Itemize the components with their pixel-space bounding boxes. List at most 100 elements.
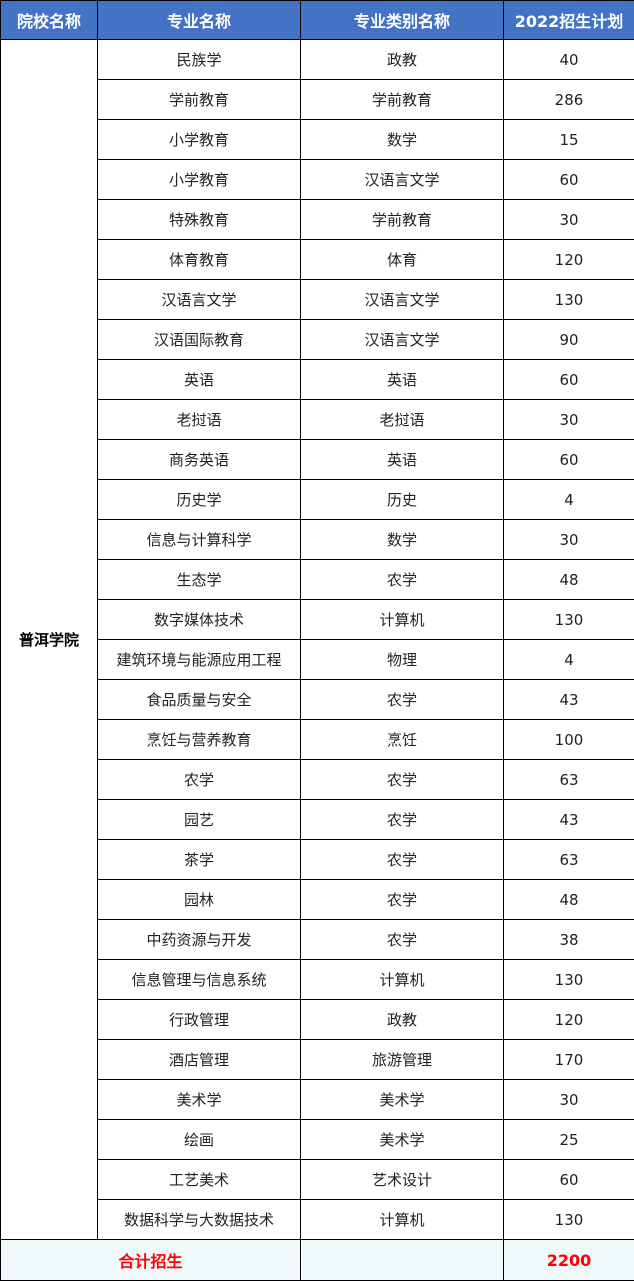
table-row: 建筑环境与能源应用工程 物理 4 — [1, 639, 634, 680]
plan-cell: 63 — [503, 759, 634, 800]
major-cell: 数据科学与大数据技术 — [97, 1199, 301, 1240]
major-cell: 中药资源与开发 — [97, 919, 301, 960]
plan-cell: 120 — [503, 239, 634, 280]
category-cell: 学前教育 — [300, 199, 504, 240]
table-row: 农学 农学 63 — [1, 759, 634, 800]
plan-cell: 60 — [503, 159, 634, 200]
category-cell: 历史 — [300, 479, 504, 520]
header-major: 专业名称 — [97, 0, 301, 40]
major-cell: 茶学 — [97, 839, 301, 880]
major-cell: 信息管理与信息系统 — [97, 959, 301, 1000]
major-cell: 小学教育 — [97, 119, 301, 160]
plan-cell: 48 — [503, 559, 634, 600]
major-cell: 体育教育 — [97, 239, 301, 280]
category-cell: 美术学 — [300, 1079, 504, 1120]
plan-cell: 100 — [503, 719, 634, 760]
table-row: 酒店管理 旅游管理 170 — [1, 1039, 634, 1080]
plan-cell: 170 — [503, 1039, 634, 1080]
table-row: 园林 农学 48 — [1, 879, 634, 920]
table-row: 烹饪与营养教育 烹饪 100 — [1, 719, 634, 760]
plan-cell: 30 — [503, 399, 634, 440]
plan-cell: 30 — [503, 199, 634, 240]
header-row: 院校名称 专业名称 专业类别名称 2022招生计划 — [0, 0, 634, 40]
category-cell: 老挝语 — [300, 399, 504, 440]
plan-cell: 40 — [503, 39, 634, 80]
total-empty — [300, 1239, 504, 1281]
plan-cell: 286 — [503, 79, 634, 120]
table-row: 数据科学与大数据技术 计算机 130 — [1, 1199, 634, 1240]
major-cell: 英语 — [97, 359, 301, 400]
category-cell: 旅游管理 — [300, 1039, 504, 1080]
table-row: 生态学 农学 48 — [1, 559, 634, 600]
table-row: 老挝语 老挝语 30 — [1, 399, 634, 440]
category-cell: 农学 — [300, 879, 504, 920]
plan-cell: 60 — [503, 359, 634, 400]
plan-cell: 15 — [503, 119, 634, 160]
major-cell: 民族学 — [97, 39, 301, 80]
major-cell: 园林 — [97, 879, 301, 920]
category-cell: 政教 — [300, 999, 504, 1040]
category-cell: 汉语言文学 — [300, 279, 504, 320]
plan-cell: 63 — [503, 839, 634, 880]
total-value: 2200 — [503, 1239, 634, 1281]
plan-cell: 60 — [503, 439, 634, 480]
category-cell: 计算机 — [300, 1199, 504, 1240]
category-cell: 农学 — [300, 559, 504, 600]
major-cell: 食品质量与安全 — [97, 679, 301, 720]
category-cell: 英语 — [300, 439, 504, 480]
major-cell: 工艺美术 — [97, 1159, 301, 1200]
table-row: 工艺美术 艺术设计 60 — [1, 1159, 634, 1200]
category-cell: 艺术设计 — [300, 1159, 504, 1200]
category-cell: 学前教育 — [300, 79, 504, 120]
major-cell: 商务英语 — [97, 439, 301, 480]
category-cell: 汉语言文学 — [300, 159, 504, 200]
major-cell: 行政管理 — [97, 999, 301, 1040]
category-cell: 体育 — [300, 239, 504, 280]
category-cell: 物理 — [300, 639, 504, 680]
table-row: 小学教育 数学 15 — [1, 119, 634, 160]
category-cell: 农学 — [300, 799, 504, 840]
plan-cell: 90 — [503, 319, 634, 360]
major-cell: 特殊教育 — [97, 199, 301, 240]
category-cell: 农学 — [300, 839, 504, 880]
major-cell: 绘画 — [97, 1119, 301, 1160]
major-cell: 小学教育 — [97, 159, 301, 200]
table-row: 历史学 历史 4 — [1, 479, 634, 520]
plan-cell: 30 — [503, 519, 634, 560]
school-name: 普洱学院 — [0, 39, 98, 1240]
plan-cell: 60 — [503, 1159, 634, 1200]
plan-cell: 48 — [503, 879, 634, 920]
plan-cell: 43 — [503, 679, 634, 720]
major-cell: 汉语国际教育 — [97, 319, 301, 360]
major-cell: 农学 — [97, 759, 301, 800]
table-row: 数字媒体技术 计算机 130 — [1, 599, 634, 640]
plan-cell: 120 — [503, 999, 634, 1040]
major-cell: 建筑环境与能源应用工程 — [97, 639, 301, 680]
category-cell: 农学 — [300, 679, 504, 720]
major-cell: 美术学 — [97, 1079, 301, 1120]
table-row: 小学教育 汉语言文学 60 — [1, 159, 634, 200]
plan-cell: 130 — [503, 959, 634, 1000]
major-cell: 信息与计算科学 — [97, 519, 301, 560]
table-row: 普洱学院 民族学政教 40 — [0, 39, 634, 1240]
plan-cell: 130 — [503, 279, 634, 320]
total-label: 合计招生 — [0, 1239, 301, 1281]
table-row: 汉语国际教育 汉语言文学 90 — [1, 319, 634, 360]
major-cell: 汉语言文学 — [97, 279, 301, 320]
table-row: 信息管理与信息系统 计算机 130 — [1, 959, 634, 1000]
table-row: 汉语言文学 汉语言文学 130 — [1, 279, 634, 320]
category-cell: 计算机 — [300, 959, 504, 1000]
header-school: 院校名称 — [0, 0, 98, 40]
plan-cell: 130 — [503, 1199, 634, 1240]
category-cell: 数学 — [300, 119, 504, 160]
table-row: 英语 英语 60 — [1, 359, 634, 400]
category-cell: 农学 — [300, 919, 504, 960]
major-cell: 数字媒体技术 — [97, 599, 301, 640]
category-cell: 汉语言文学 — [300, 319, 504, 360]
table-row: 特殊教育 学前教育 30 — [1, 199, 634, 240]
category-cell: 计算机 — [300, 599, 504, 640]
major-cell: 烹饪与营养教育 — [97, 719, 301, 760]
table-row: 体育教育 体育 120 — [1, 239, 634, 280]
total-row: 合计招生 2200 — [0, 1239, 634, 1281]
